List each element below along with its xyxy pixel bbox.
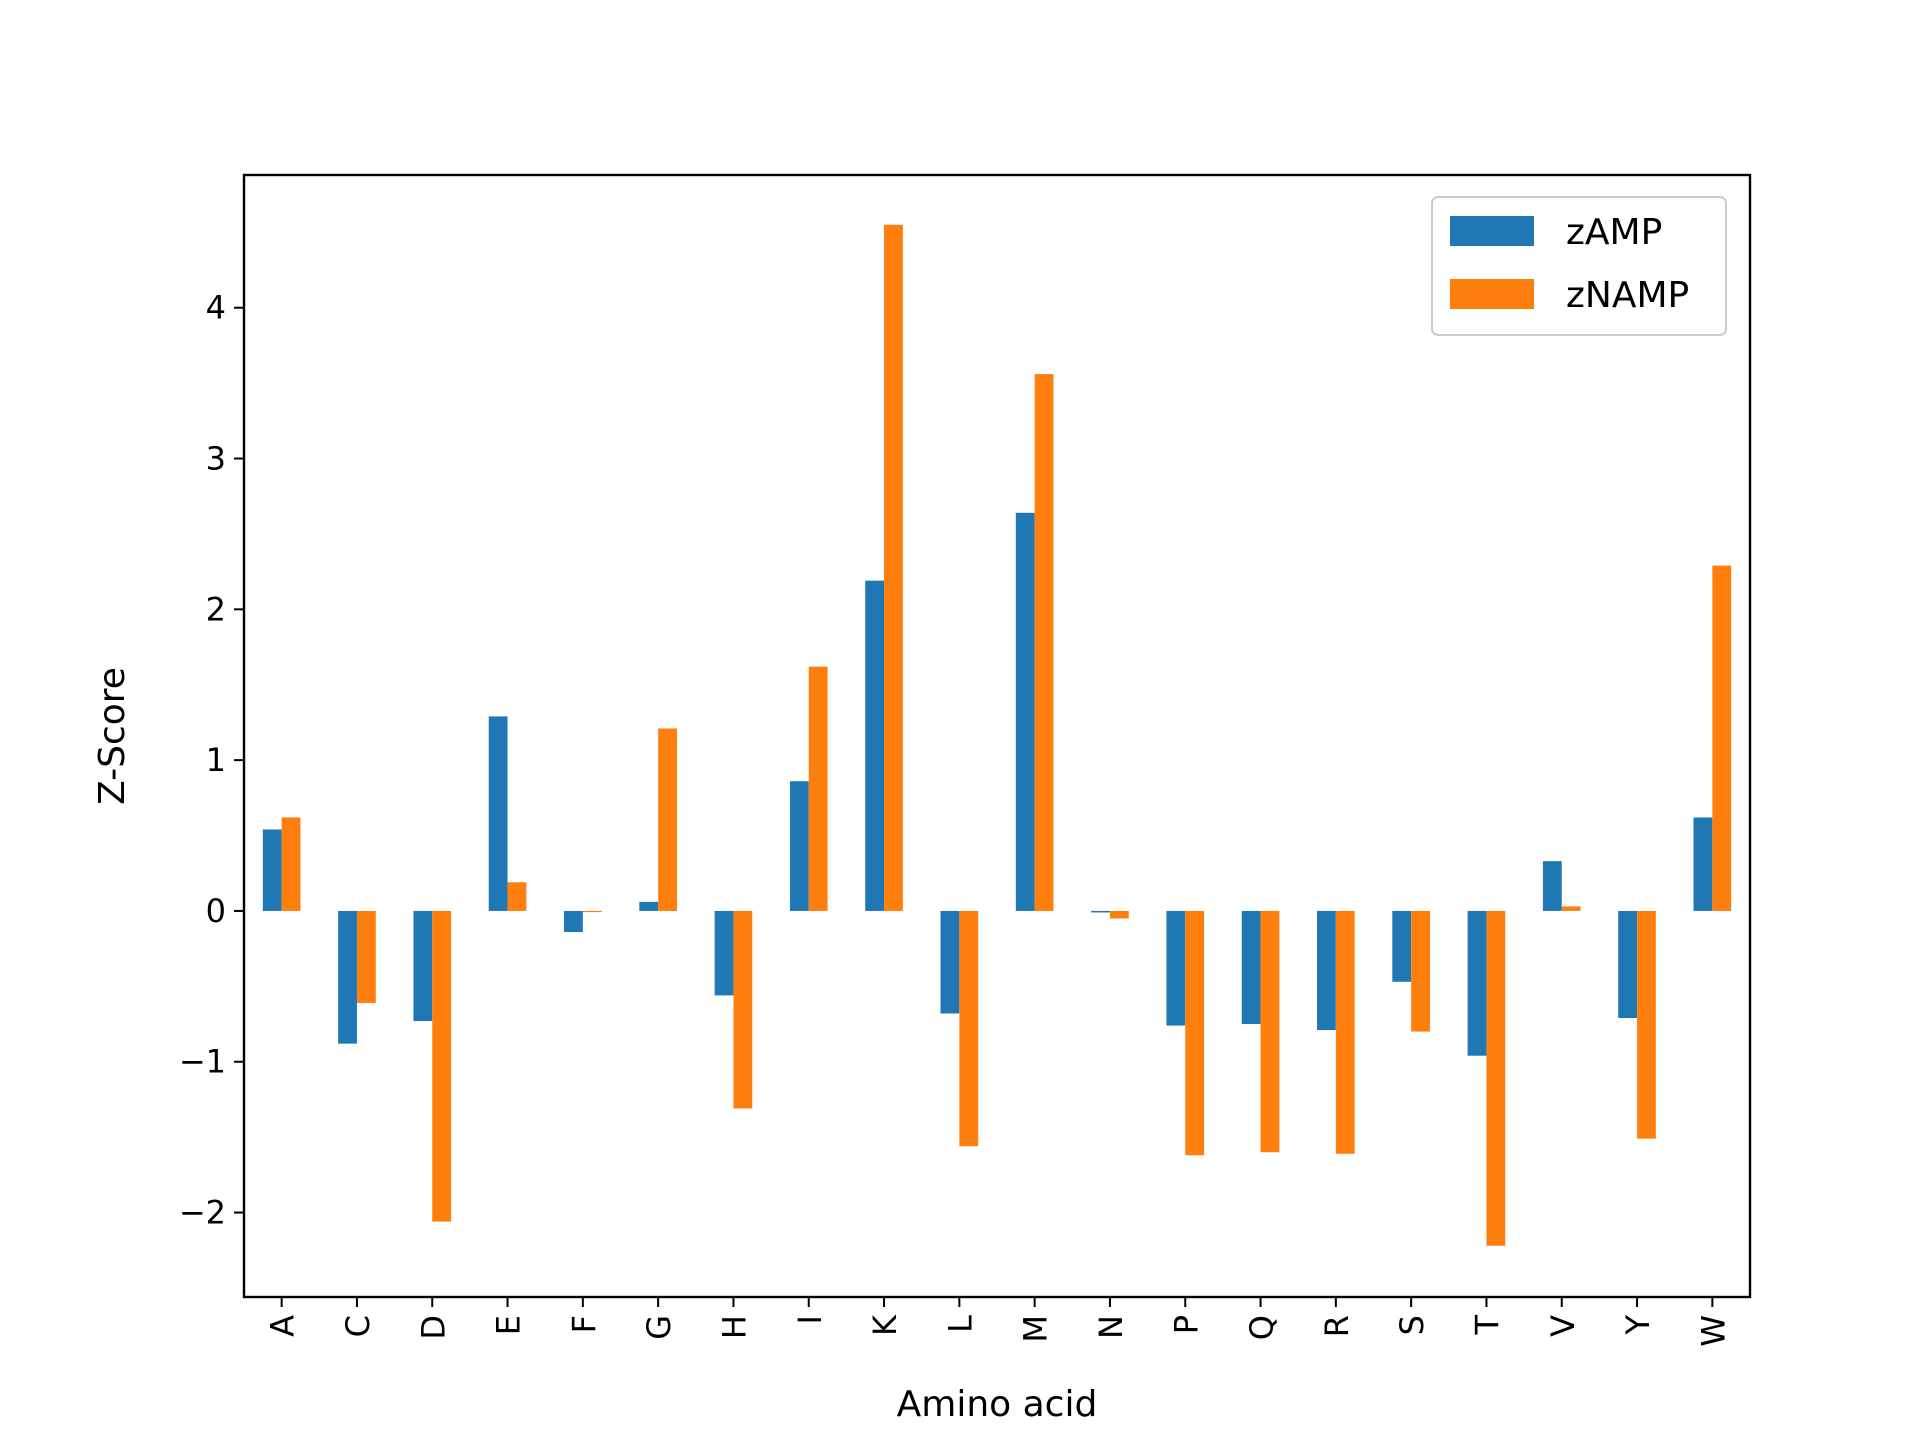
bar-znamp-v	[1561, 906, 1581, 911]
bar-zamp-v	[1542, 861, 1562, 911]
bar-znamp-y	[1637, 910, 1656, 1139]
bar-znamp-g	[658, 728, 677, 911]
x-tick-label-p: P	[1167, 1315, 1205, 1334]
y-tick-label: −2	[179, 1194, 226, 1232]
bar-znamp-c	[356, 910, 376, 1003]
x-tick-label-c: C	[339, 1315, 377, 1337]
bar-znamp-h	[733, 910, 753, 1109]
y-tick-label: 0	[206, 892, 226, 930]
x-tick-label-e: E	[490, 1315, 528, 1335]
bar-zamp-p	[1166, 910, 1186, 1026]
bar-zamp-k	[865, 580, 885, 911]
bar-zamp-a	[262, 829, 282, 911]
y-tick-label: 4	[206, 289, 226, 327]
y-tick-label: −1	[179, 1043, 226, 1081]
y-axis-title: Z-Score	[92, 667, 133, 805]
bar-znamp-l	[959, 910, 979, 1147]
legend: zAMP zNAMP	[1431, 196, 1727, 336]
x-tick-label-n: N	[1092, 1315, 1130, 1339]
x-tick-label-w: W	[1694, 1315, 1732, 1347]
bar-znamp-i	[808, 666, 828, 911]
x-tick-label-s: S	[1393, 1315, 1431, 1335]
bar-znamp-w	[1712, 565, 1732, 911]
x-tick-label-d: D	[414, 1315, 452, 1340]
x-tick-label-f: F	[565, 1315, 603, 1333]
legend-swatch-znamp	[1450, 279, 1534, 309]
bar-znamp-m	[1034, 374, 1054, 911]
bar-zamp-d	[413, 910, 433, 1022]
bar-zamp-c	[338, 910, 357, 1044]
x-tick-label-m: M	[1017, 1315, 1055, 1343]
legend-label-zamp: zAMP	[1566, 212, 1662, 253]
y-tick-label: 1	[206, 741, 226, 779]
bar-zamp-g	[639, 901, 659, 911]
legend-swatch-zamp	[1450, 216, 1534, 246]
bar-zamp-w	[1693, 817, 1713, 911]
x-tick-label-g: G	[640, 1315, 678, 1340]
bar-znamp-t	[1486, 910, 1506, 1246]
bar-znamp-n	[1109, 910, 1129, 919]
x-tick-label-h: H	[715, 1315, 753, 1339]
y-tick-label: 3	[206, 440, 226, 478]
x-tick-label-t: T	[1468, 1315, 1506, 1336]
x-tick-label-a: A	[264, 1315, 302, 1337]
bar-zamp-q	[1241, 910, 1261, 1025]
bar-znamp-k	[884, 224, 903, 911]
bar-zamp-i	[789, 781, 809, 911]
bars-layer	[262, 224, 1732, 1246]
bar-znamp-e	[507, 882, 527, 911]
y-axis-ticks: −2 −1 0 1 2 3 4	[179, 289, 244, 1232]
bar-zamp-l	[940, 910, 960, 1014]
bar-zamp-y	[1618, 910, 1638, 1019]
bar-zamp-e	[488, 716, 508, 911]
bar-zamp-r	[1317, 910, 1336, 1031]
bar-zamp-n	[1091, 910, 1110, 913]
x-tick-label-q: Q	[1243, 1315, 1281, 1340]
x-tick-label-k: K	[866, 1314, 904, 1336]
bar-znamp-r	[1335, 910, 1355, 1154]
x-axis-title: Amino acid	[897, 1384, 1098, 1425]
bar-znamp-f	[582, 910, 602, 913]
x-tick-label-r: R	[1318, 1315, 1356, 1337]
x-tick-label-l: L	[941, 1315, 979, 1333]
y-tick-label: 2	[206, 590, 226, 628]
bar-zamp-s	[1392, 910, 1412, 982]
plot-frame	[242, 173, 1752, 1299]
x-tick-label-i: I	[791, 1315, 829, 1324]
bar-zamp-h	[714, 910, 734, 996]
bar-znamp-d	[432, 910, 452, 1222]
bar-znamp-s	[1411, 910, 1430, 1032]
bar-zamp-f	[564, 910, 583, 933]
bar-znamp-p	[1185, 910, 1205, 1156]
bar-znamp-a	[281, 817, 301, 911]
bar-zamp-m	[1015, 512, 1035, 911]
bar-znamp-q	[1260, 910, 1280, 1153]
bar-zamp-t	[1467, 910, 1487, 1056]
x-tick-label-v: V	[1544, 1315, 1582, 1337]
x-tick-label-y: Y	[1619, 1315, 1657, 1336]
legend-label-znamp: zNAMP	[1566, 275, 1689, 316]
